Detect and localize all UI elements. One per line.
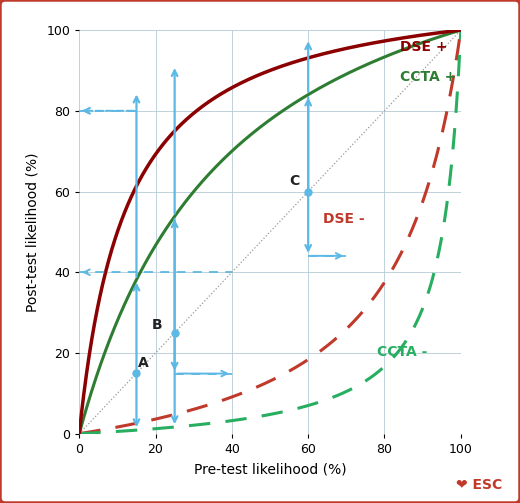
Text: C: C <box>289 175 300 189</box>
Text: CCTA +: CCTA + <box>400 70 456 85</box>
Y-axis label: Post-test likelihood (%): Post-test likelihood (%) <box>25 152 40 312</box>
Text: DSE +: DSE + <box>400 40 447 54</box>
Text: ❤ ESC: ❤ ESC <box>456 478 502 492</box>
Text: A: A <box>138 356 149 370</box>
Text: CCTA -: CCTA - <box>377 345 427 359</box>
Text: DSE -: DSE - <box>323 212 365 226</box>
X-axis label: Pre-test likelihood (%): Pre-test likelihood (%) <box>194 463 346 477</box>
Text: B: B <box>152 318 162 332</box>
